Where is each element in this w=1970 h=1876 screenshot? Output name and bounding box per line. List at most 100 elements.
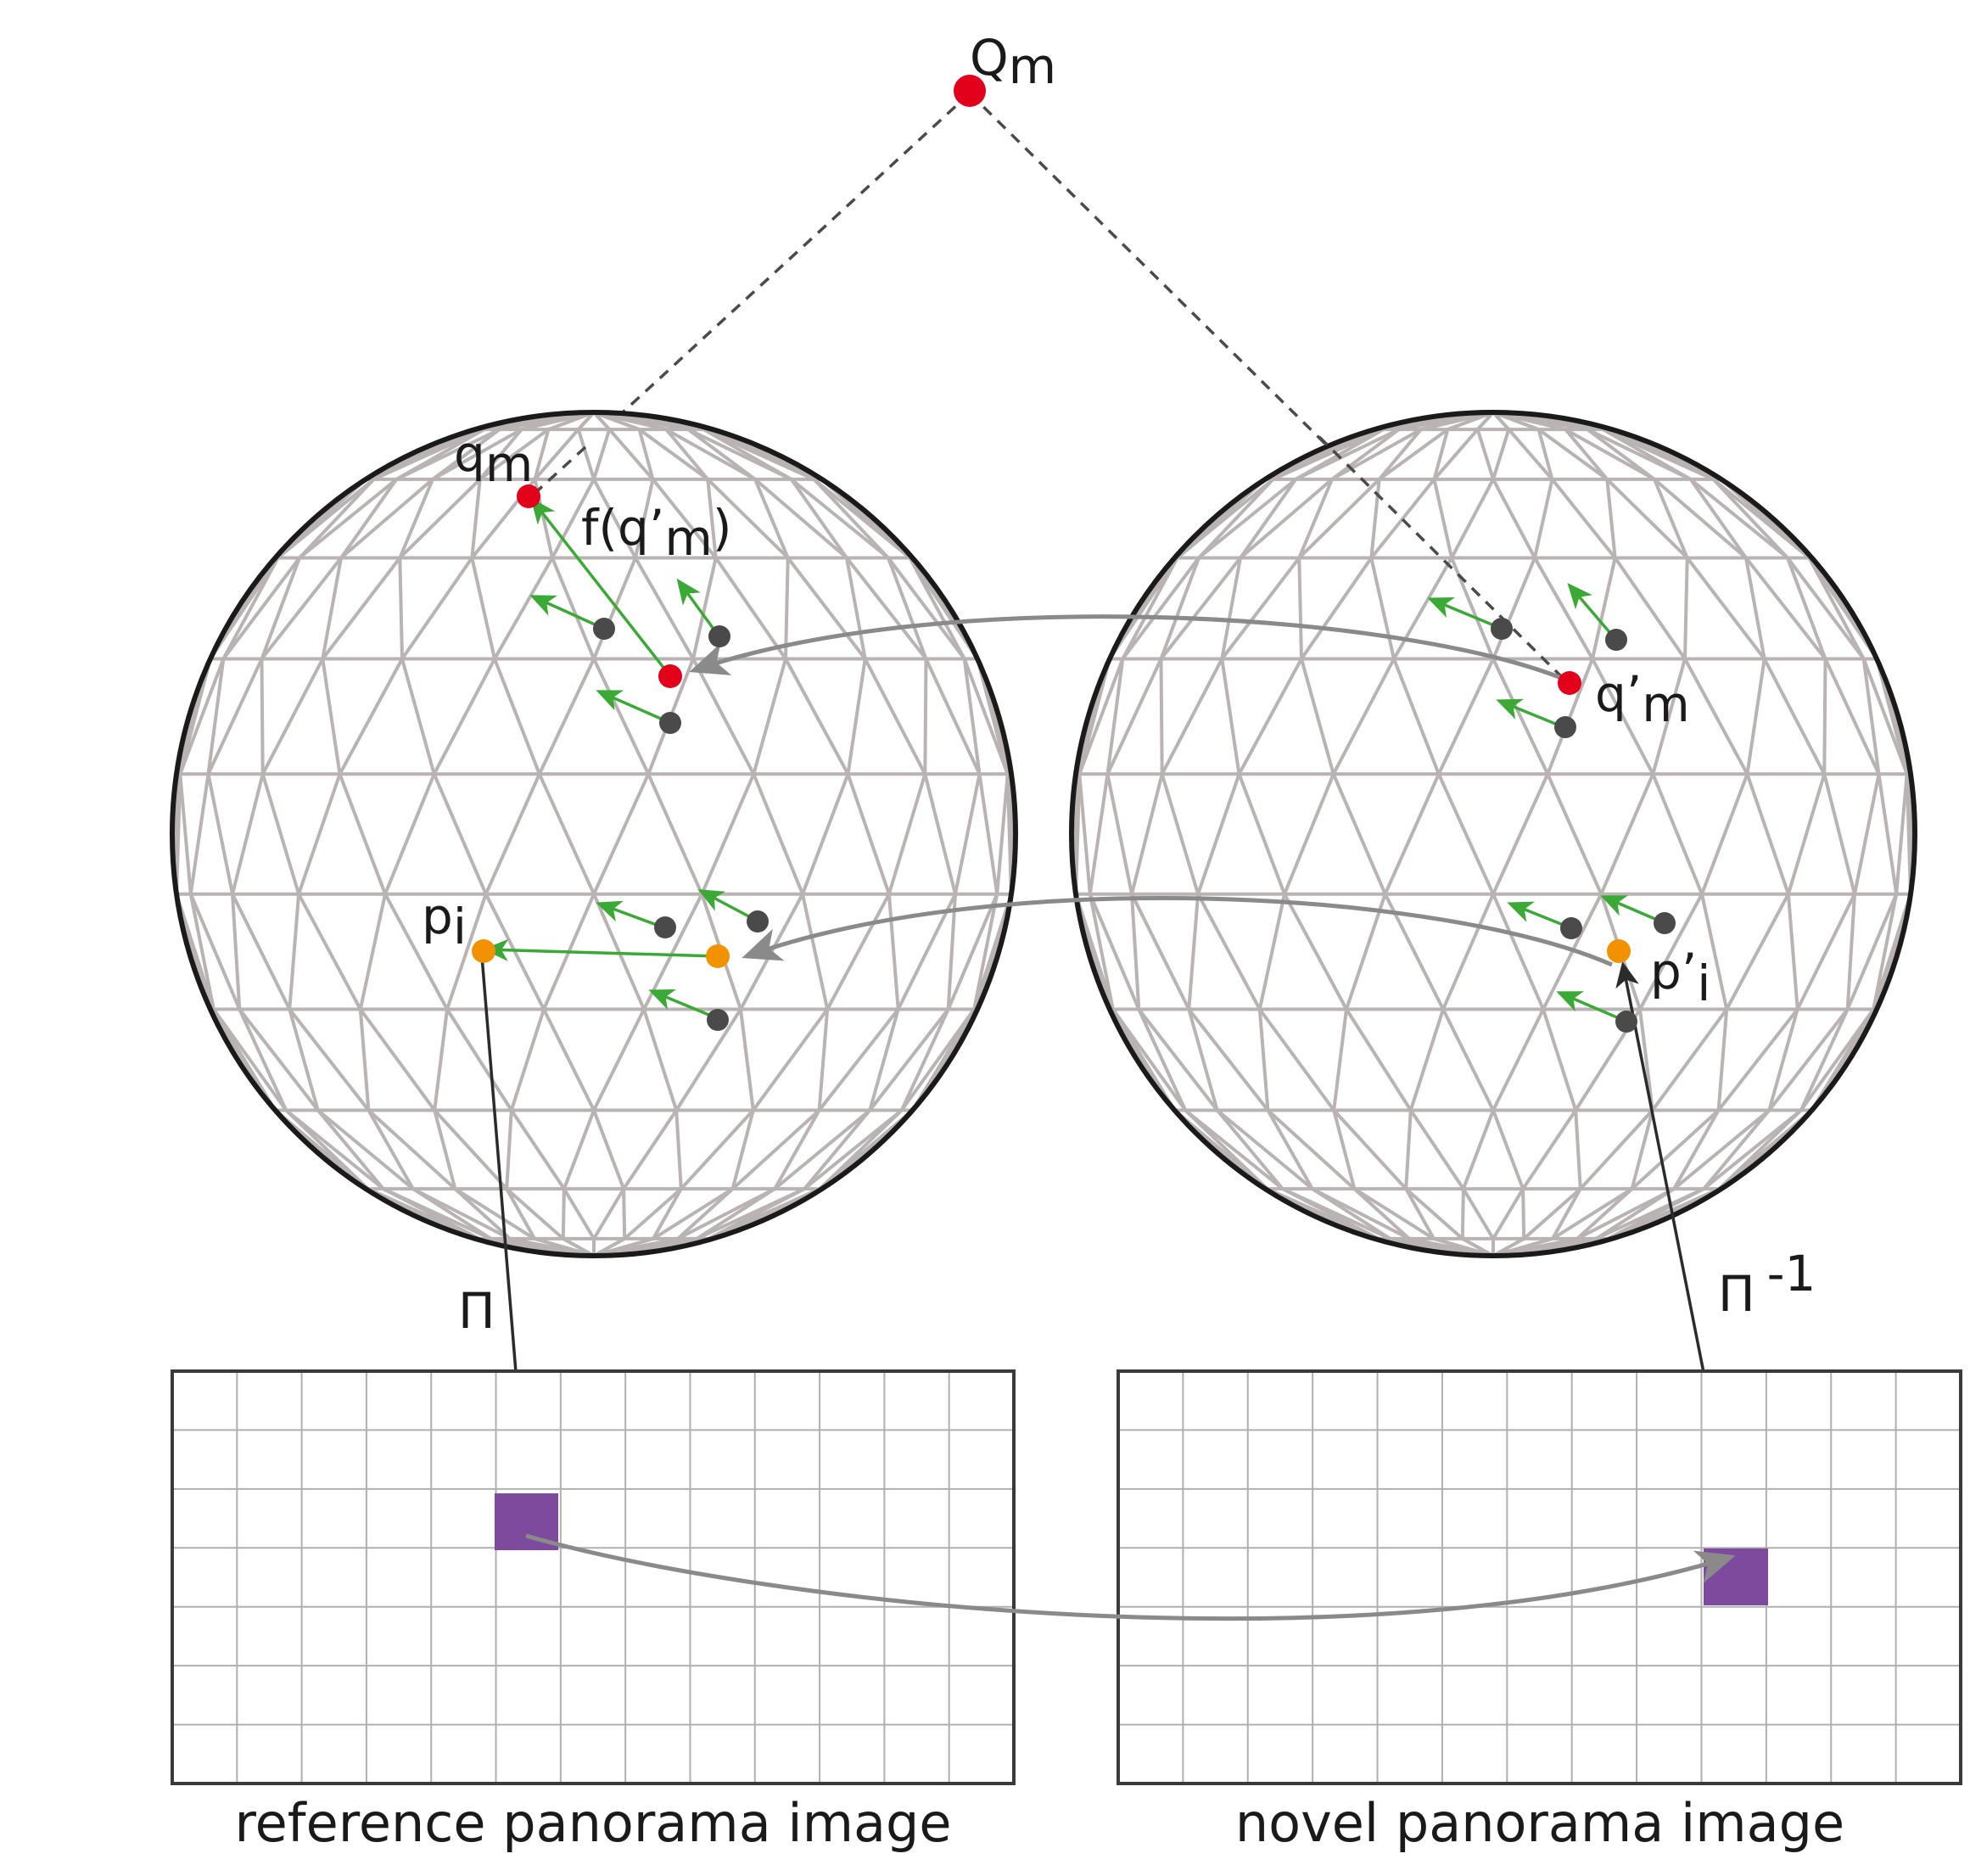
label-pi: Π: [458, 1282, 495, 1340]
label-f-q-m: f(q’m): [581, 499, 731, 567]
mesh-edge: [899, 1008, 950, 1112]
flow-arrow: [529, 595, 603, 630]
mesh-edge: [1845, 893, 1899, 1011]
mesh-edge: [400, 557, 473, 660]
mesh-edge: [288, 1008, 370, 1112]
mesh-edge: [592, 428, 612, 480]
mesh-edge: [1564, 428, 1609, 481]
mesh-edge: [1521, 1189, 1526, 1239]
mesh-edge: [1799, 1008, 1850, 1112]
mesh-edge: [1638, 1009, 1654, 1111]
label-p-i: pi: [422, 888, 467, 955]
mesh-edge: [1491, 412, 1510, 431]
mesh-edge: [1476, 412, 1495, 431]
mesh-edge: [1331, 428, 1422, 481]
mesh-edge: [288, 893, 301, 1010]
mesh-edge: [178, 658, 226, 776]
mesh-edge: [1462, 1188, 1495, 1240]
mesh-edge: [813, 478, 890, 559]
mesh-edge: [1460, 1189, 1465, 1239]
mesh-edge: [1861, 658, 1881, 775]
mesh-edge: [395, 428, 501, 481]
mesh-edge: [383, 893, 449, 1011]
mesh-edge: [731, 1109, 820, 1190]
mesh-edge: [1220, 658, 1241, 775]
mesh-edge: [431, 428, 501, 481]
mesh-edge: [260, 557, 301, 660]
mesh-edge: [887, 557, 966, 660]
mesh-edge: [358, 1009, 371, 1111]
mesh-edge: [592, 557, 637, 660]
mesh-edge: [1159, 557, 1242, 660]
mesh-edge: [1436, 773, 1495, 895]
mesh-edge: [646, 773, 704, 895]
mesh-edge: [1491, 893, 1545, 1011]
mesh-edge: [1651, 773, 1704, 895]
mesh-edge: [962, 658, 1010, 776]
mesh-edge: [845, 557, 867, 659]
mesh-edge: [339, 478, 398, 559]
mesh-edge: [1786, 773, 1827, 895]
mesh-edge: [1105, 773, 1133, 895]
mesh-edge: [1595, 1187, 1676, 1240]
mesh-edge: [238, 1008, 320, 1112]
mesh-edge: [753, 478, 848, 560]
mesh-edge: [321, 658, 342, 775]
mesh-edge: [887, 557, 928, 660]
mesh-edge: [1822, 773, 1856, 895]
mesh-edge: [753, 479, 790, 559]
mesh-edge: [1441, 1008, 1495, 1112]
mesh-edge: [1450, 478, 1495, 559]
mesh-edge: [676, 1187, 734, 1240]
mesh-edge: [1845, 893, 1856, 1010]
mesh-edge: [1257, 1009, 1270, 1111]
mesh-edge: [288, 1008, 320, 1112]
neighbor-point: [1554, 716, 1576, 738]
mesh-edge: [1579, 1109, 1654, 1190]
mesh-edge: [1187, 1008, 1269, 1112]
mesh-edge: [714, 557, 787, 660]
curve-arrow-pi: [742, 895, 1613, 967]
mesh-edge: [1491, 428, 1511, 480]
caption-reference-panorama: reference panorama image: [234, 1792, 951, 1854]
mesh-edge: [1088, 774, 1110, 894]
mesh-edge: [592, 478, 637, 559]
mesh-edge: [1237, 658, 1303, 776]
mesh-edge: [1744, 557, 1766, 659]
mesh-edge: [1700, 773, 1749, 895]
mesh-edge: [652, 1188, 683, 1240]
mesh-edge: [1369, 478, 1436, 559]
right-sphere: [1069, 410, 1917, 1258]
novel-panorama: [1117, 1369, 1962, 1785]
mesh-edge: [576, 428, 596, 480]
mesh-edge: [383, 773, 436, 895]
mesh-edge: [946, 893, 999, 1011]
mesh-edge: [338, 658, 404, 776]
mesh-edge: [1184, 1109, 1268, 1190]
mesh-edge: [1300, 658, 1335, 775]
mesh-edge: [454, 1187, 512, 1240]
neighbor-point: [707, 1009, 729, 1031]
flow-arrow: [676, 578, 719, 636]
mesh-edge: [178, 774, 193, 894]
mesh-edge: [1599, 773, 1655, 895]
mesh-edge: [1717, 1008, 1799, 1112]
flow-arrow: [1496, 698, 1564, 729]
mesh-edge: [592, 1008, 646, 1112]
mesh-edge: [1702, 1109, 1771, 1190]
mesh-edge: [339, 478, 434, 560]
mesh-edge: [1745, 773, 1790, 895]
mesh-edge: [1404, 1110, 1413, 1190]
mesh-edge: [1237, 773, 1286, 895]
mesh-edge: [1786, 557, 1827, 660]
mesh-edge: [803, 1108, 904, 1190]
mesh-edge: [1408, 1008, 1445, 1112]
mesh-edge: [432, 428, 523, 481]
mesh-edge: [818, 1008, 900, 1112]
mesh-edge: [260, 773, 301, 895]
mesh-edge: [547, 412, 595, 431]
mesh-edge: [1130, 773, 1164, 895]
mesh-edge: [1653, 478, 1748, 560]
mesh-edge: [1686, 557, 1766, 660]
mesh-edge: [1404, 1187, 1464, 1240]
